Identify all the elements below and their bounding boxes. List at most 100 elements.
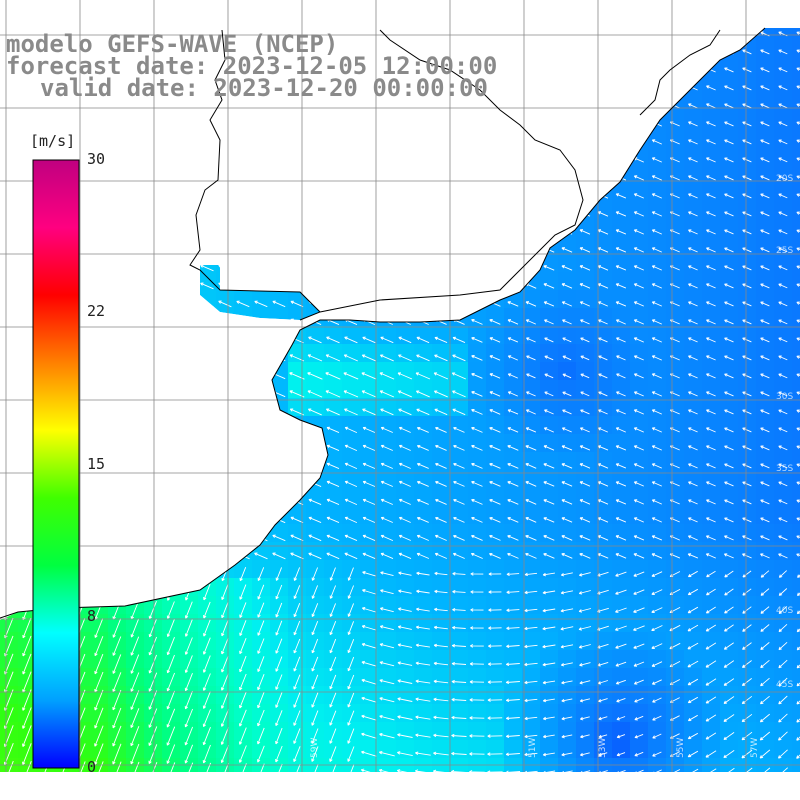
wind-arrow <box>94 725 104 747</box>
wind-arrow <box>688 463 698 469</box>
wind-speed-cell <box>126 722 144 740</box>
wind-arrow <box>471 409 483 415</box>
wind-speed-cell <box>450 326 468 344</box>
wind-arrow <box>633 337 644 343</box>
wind-arrow <box>202 691 211 709</box>
wind-arrow <box>651 427 662 433</box>
lon-label: 51W <box>528 737 538 758</box>
wind-arrow <box>724 445 734 451</box>
wind-speed-cell <box>648 398 666 416</box>
wind-arrow <box>257 584 265 600</box>
wind-speed-cell <box>234 596 252 614</box>
wind-arrow <box>507 445 519 451</box>
wind-speed-cell <box>234 650 252 668</box>
wind-speed-cell <box>468 686 486 704</box>
wind-arrow <box>453 480 465 487</box>
wind-speed-cell <box>792 362 800 380</box>
wind-speed-cell <box>612 236 630 254</box>
wind-speed-cell <box>774 344 792 362</box>
wind-arrow <box>706 481 716 487</box>
wind-arrow <box>347 674 355 690</box>
wind-speed-cell <box>414 542 432 560</box>
wind-arrow <box>724 409 734 415</box>
wind-arrow <box>329 621 337 636</box>
wind-arrow <box>344 480 358 488</box>
wind-arrow <box>293 728 301 744</box>
wind-speed-cell <box>666 452 684 470</box>
wind-arrow <box>688 139 698 145</box>
wind-speed-cell <box>252 740 270 758</box>
wind-speed-cell <box>144 650 162 668</box>
wind-speed-cell <box>612 506 630 524</box>
wind-speed-cell <box>504 722 522 740</box>
wind-arrow <box>361 732 377 739</box>
wind-arrow <box>778 49 788 55</box>
wind-arrow <box>742 229 752 235</box>
wind-arrow <box>435 498 447 505</box>
wind-speed-cell <box>252 668 270 686</box>
wind-arrow <box>325 408 340 416</box>
wind-speed-cell <box>576 704 594 722</box>
wind-arrow <box>398 607 412 612</box>
wind-arrow <box>525 517 537 523</box>
wind-arrow <box>796 409 800 415</box>
wind-arrow <box>275 763 283 772</box>
wind-speed-cell <box>684 164 702 182</box>
wind-arrow <box>742 588 752 596</box>
wind-arrow <box>166 762 176 772</box>
wind-speed-cell <box>504 416 522 434</box>
wind-arrow <box>415 733 431 738</box>
wind-speed-cell <box>162 704 180 722</box>
wind-arrow <box>433 661 449 666</box>
wind-speed-cell <box>468 650 486 668</box>
wind-speed-cell <box>684 596 702 614</box>
wind-speed-cell <box>612 182 630 200</box>
wind-arrow <box>561 752 573 757</box>
wind-speed-cell <box>738 200 756 218</box>
wind-arrow <box>778 229 788 235</box>
wind-speed-cell <box>792 578 800 596</box>
wind-speed-cell <box>702 200 720 218</box>
wind-arrow <box>633 193 644 199</box>
wind-speed-cell <box>378 542 396 560</box>
wind-speed-cell <box>486 470 504 488</box>
wind-speed-cell <box>702 92 720 110</box>
wind-arrow <box>742 67 752 73</box>
wind-arrow <box>398 408 412 416</box>
wind-speed-cell <box>432 632 450 650</box>
wind-arrow <box>184 690 193 710</box>
wind-arrow <box>705 732 717 740</box>
wind-arrow <box>380 426 393 433</box>
wind-speed-cell <box>504 650 522 668</box>
wind-speed-cell <box>342 650 360 668</box>
wind-speed-cell <box>288 650 306 668</box>
wind-arrow <box>579 716 590 721</box>
wind-speed-cell <box>738 632 756 650</box>
wind-arrow <box>615 409 626 415</box>
wind-speed-cell <box>558 344 576 362</box>
wind-speed-cell <box>774 128 792 146</box>
wind-speed-cell <box>648 686 666 704</box>
wind-speed-cell <box>720 92 738 110</box>
wind-speed-cell <box>774 28 792 38</box>
wind-speed-cell <box>432 326 450 344</box>
wind-speed-cell <box>684 524 702 542</box>
wind-arrow <box>347 603 355 617</box>
wind-speed-cell <box>522 362 540 380</box>
wind-speed-cell <box>702 596 720 614</box>
wind-arrow <box>148 636 158 656</box>
wind-arrow <box>561 553 573 559</box>
wind-speed-cell <box>558 686 576 704</box>
wind-speed-cell <box>450 506 468 524</box>
wind-arrow <box>796 319 800 325</box>
wind-speed-cell <box>738 650 756 668</box>
wind-arrow <box>239 673 247 691</box>
wind-speed-cell <box>594 560 612 578</box>
wind-arrow <box>741 713 753 723</box>
wind-arrow <box>561 770 573 772</box>
wind-arrow <box>760 229 770 235</box>
wind-speed-cell <box>450 614 468 632</box>
wind-speed-cell <box>360 740 378 758</box>
wind-speed-cell <box>450 452 468 470</box>
wind-speed-cell <box>270 596 288 614</box>
